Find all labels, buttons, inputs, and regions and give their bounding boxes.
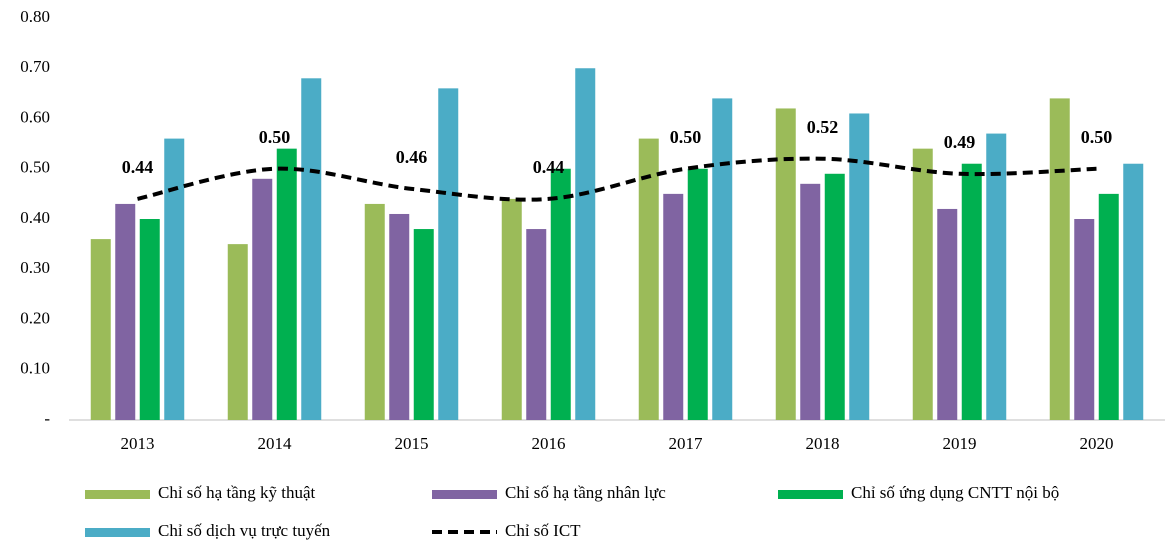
y-tick-label: 0.70	[20, 57, 50, 76]
y-tick-label: 0.60	[20, 107, 50, 126]
legend-label: Chỉ số hạ tầng nhân lực	[505, 483, 666, 502]
bar	[575, 68, 596, 420]
bar	[800, 183, 821, 420]
data-label: 0.49	[944, 132, 976, 152]
y-tick-label: 0.40	[20, 208, 50, 227]
bar	[389, 213, 410, 420]
bar	[501, 198, 522, 420]
bar	[276, 148, 297, 420]
legend-swatch	[85, 528, 150, 537]
y-tick-label: 0.20	[20, 308, 50, 327]
legend-label: Chỉ số ICT	[505, 521, 581, 540]
bar	[663, 193, 684, 420]
bar	[438, 88, 459, 420]
bar	[687, 168, 708, 420]
y-tick-label: 0.80	[20, 7, 50, 26]
bar	[550, 168, 571, 420]
bar	[526, 229, 547, 420]
bar	[849, 113, 870, 420]
data-label: 0.50	[670, 127, 702, 147]
bar	[912, 148, 933, 420]
legend-swatch	[778, 490, 843, 499]
bar	[638, 138, 659, 420]
bar	[1049, 98, 1070, 421]
data-label: 0.44	[122, 157, 154, 177]
y-tick-label: -	[44, 409, 50, 428]
legend-swatch	[85, 490, 150, 499]
y-tick-label: 0.10	[20, 359, 50, 378]
legend-label: Chỉ số hạ tầng kỹ thuật	[158, 483, 316, 502]
data-label: 0.46	[396, 147, 428, 167]
bar	[1074, 219, 1095, 420]
x-tick-label: 2017	[669, 434, 704, 453]
bar	[1123, 163, 1144, 420]
x-tick-label: 2016	[532, 434, 566, 453]
bar	[824, 173, 845, 420]
bar	[364, 203, 385, 420]
bar	[986, 133, 1007, 420]
bar	[712, 98, 733, 421]
bar	[164, 138, 185, 420]
y-tick-label: 0.30	[20, 258, 50, 277]
bar	[937, 208, 958, 420]
bar	[1098, 193, 1119, 420]
ict-line	[137, 156, 1097, 202]
legend-label: Chỉ số ứng dụng CNTT nội bộ	[851, 483, 1059, 502]
data-label: 0.52	[807, 117, 839, 137]
bar	[227, 244, 248, 420]
x-tick-label: 2019	[943, 434, 977, 453]
y-tick-label: 0.50	[20, 158, 50, 177]
bar	[775, 108, 796, 420]
data-label: 0.50	[1081, 127, 1113, 147]
data-label: 0.44	[533, 157, 565, 177]
x-tick-label: 2020	[1080, 434, 1114, 453]
x-tick-label: 2018	[806, 434, 840, 453]
x-tick-label: 2013	[121, 434, 155, 453]
bar	[252, 178, 273, 420]
data-label: 0.50	[259, 127, 291, 147]
bar	[139, 219, 160, 420]
legend-swatch	[432, 490, 497, 499]
bar	[115, 203, 136, 420]
x-tick-label: 2014	[258, 434, 293, 453]
legend-label: Chỉ số dịch vụ trực tuyến	[158, 521, 331, 540]
bar	[90, 239, 111, 420]
bar	[301, 78, 322, 421]
x-tick-label: 2015	[395, 434, 429, 453]
bar	[961, 163, 982, 420]
bar	[413, 229, 434, 420]
